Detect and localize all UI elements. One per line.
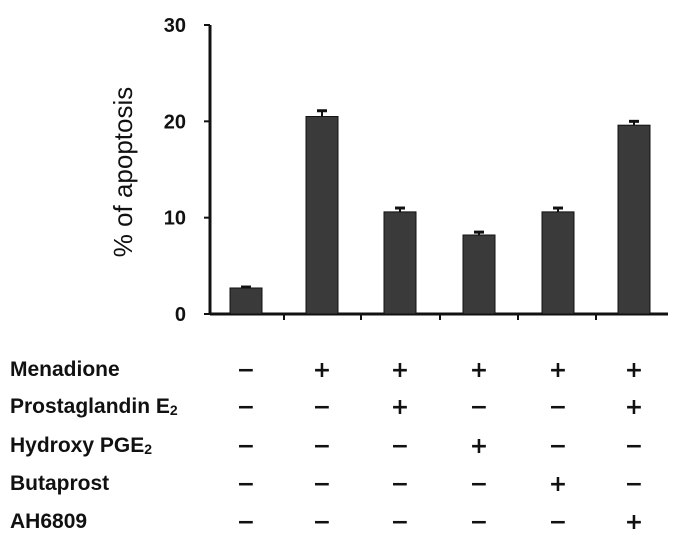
bar [229, 287, 263, 315]
minus-mark: − [391, 472, 409, 497]
bar [305, 116, 339, 315]
minus-mark: − [470, 395, 488, 420]
condition-label: AH6809 [10, 510, 87, 533]
y-axis-label: % of apoptosis [108, 87, 138, 258]
axes: 0 10 20 30 [164, 15, 668, 326]
minus-mark: − [470, 510, 488, 535]
minus-mark: − [391, 510, 409, 535]
minus-mark: − [237, 510, 255, 535]
minus-mark: − [237, 358, 255, 383]
plus-mark: + [313, 358, 331, 383]
bar [617, 124, 651, 315]
y-tick-label: 0 [175, 304, 186, 326]
y-tick-label: 20 [164, 111, 186, 133]
minus-mark: − [625, 472, 643, 497]
minus-mark: − [549, 510, 567, 535]
y-tick-label: 10 [164, 208, 186, 230]
minus-mark: − [391, 434, 409, 459]
minus-mark: − [237, 434, 255, 459]
minus-mark: − [549, 395, 567, 420]
minus-mark: − [313, 472, 331, 497]
minus-mark: − [313, 434, 331, 459]
minus-mark: − [313, 395, 331, 420]
bar [541, 211, 575, 315]
minus-mark: − [549, 434, 567, 459]
bar [383, 211, 417, 315]
bar [462, 234, 496, 315]
condition-label: Menadione [10, 358, 120, 381]
condition-table: Menadione − + + + + + Prostaglandin E2 − − + − − + Hyd… [10, 358, 643, 535]
plus-mark: + [391, 358, 409, 383]
y-tick-label: 30 [164, 15, 186, 37]
minus-mark: − [625, 434, 643, 459]
minus-mark: − [313, 510, 331, 535]
minus-mark: − [470, 472, 488, 497]
plus-mark: + [625, 358, 643, 383]
bars [229, 109, 651, 315]
plus-mark: + [625, 395, 643, 420]
plus-mark: + [549, 472, 567, 497]
plus-mark: + [391, 395, 409, 420]
plus-mark: + [625, 510, 643, 535]
condition-label: Prostaglandin E2 [10, 395, 178, 418]
axis-labels: % of apoptosis [108, 87, 138, 258]
minus-mark: − [237, 395, 255, 420]
plus-mark: + [470, 434, 488, 459]
minus-mark: − [237, 472, 255, 497]
condition-label: Hydroxy PGE2 [10, 434, 152, 457]
condition-label: Butaprost [10, 472, 109, 495]
plus-mark: + [549, 358, 567, 383]
plus-mark: + [470, 358, 488, 383]
